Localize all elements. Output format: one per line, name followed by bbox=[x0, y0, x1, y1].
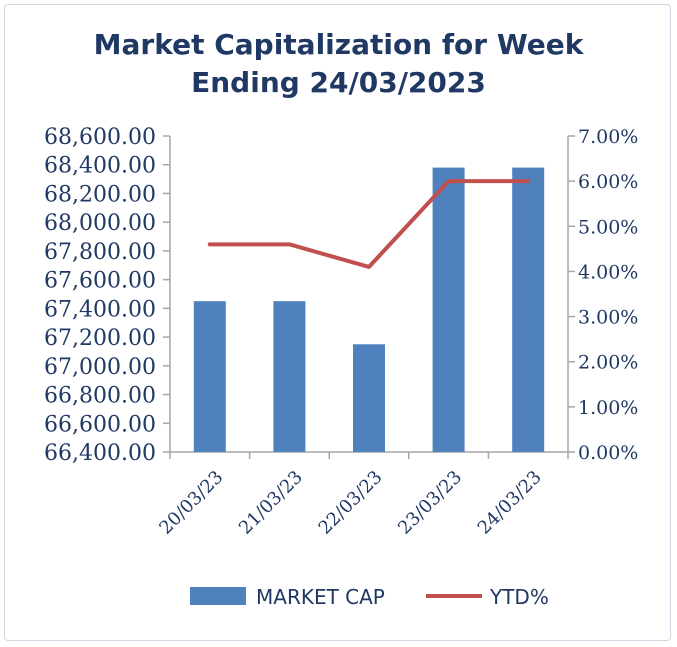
right-axis-tick-label: 7.00% bbox=[578, 126, 638, 148]
left-axis-tick-label: 66,600.00 bbox=[44, 412, 156, 437]
left-axis-tick-label: 66,800.00 bbox=[44, 384, 156, 409]
bar-market-cap bbox=[193, 301, 226, 452]
bar-market-cap bbox=[432, 167, 465, 452]
bar-market-cap bbox=[353, 344, 385, 452]
x-axis-tick-label: 22/03/23 bbox=[315, 467, 387, 539]
x-axis-tick-label: 23/03/23 bbox=[394, 467, 466, 539]
left-axis-tick-label: 68,000.00 bbox=[44, 211, 156, 236]
chart-title-line-2: Ending 24/03/2023 bbox=[191, 66, 486, 99]
right-axis-tick-label: 5.00% bbox=[578, 216, 638, 238]
left-axis-tick-label: 67,600.00 bbox=[44, 269, 156, 294]
chart-frame bbox=[4, 4, 671, 641]
bar-market-cap bbox=[512, 167, 545, 452]
left-axis-tick-label: 67,800.00 bbox=[44, 240, 156, 265]
legend-swatch-market-cap bbox=[190, 587, 246, 605]
left-axis-tick-label: 67,200.00 bbox=[44, 326, 156, 351]
legend-label-market-cap: MARKET CAP bbox=[256, 585, 385, 609]
right-axis-tick-label: 1.00% bbox=[578, 397, 638, 419]
left-axis-tick-label: 67,000.00 bbox=[44, 355, 156, 380]
right-axis-tick-label: 4.00% bbox=[578, 261, 638, 283]
left-axis-tick-label: 66,400.00 bbox=[44, 441, 156, 466]
x-axis-tick-label: 21/03/23 bbox=[235, 467, 307, 539]
left-axis-tick-label: 68,600.00 bbox=[44, 125, 156, 150]
left-axis-tick-label: 68,400.00 bbox=[44, 154, 156, 179]
x-axis-tick-label: 24/03/23 bbox=[474, 467, 546, 539]
left-axis-tick-label: 68,200.00 bbox=[44, 182, 156, 207]
right-axis-tick-label: 6.00% bbox=[578, 171, 638, 193]
right-axis-tick-label: 2.00% bbox=[578, 352, 638, 374]
legend-label-ytd: YTD% bbox=[489, 585, 549, 609]
x-axis-tick-label: 20/03/23 bbox=[155, 467, 227, 539]
chart-title-line-1: Market Capitalization for Week bbox=[93, 28, 584, 61]
right-axis-tick-label: 0.00% bbox=[578, 442, 638, 464]
bar-market-cap bbox=[273, 301, 306, 452]
left-axis-tick-label: 67,400.00 bbox=[44, 297, 156, 322]
line-ytd bbox=[207, 179, 531, 269]
right-axis-tick-label: 3.00% bbox=[578, 307, 638, 329]
